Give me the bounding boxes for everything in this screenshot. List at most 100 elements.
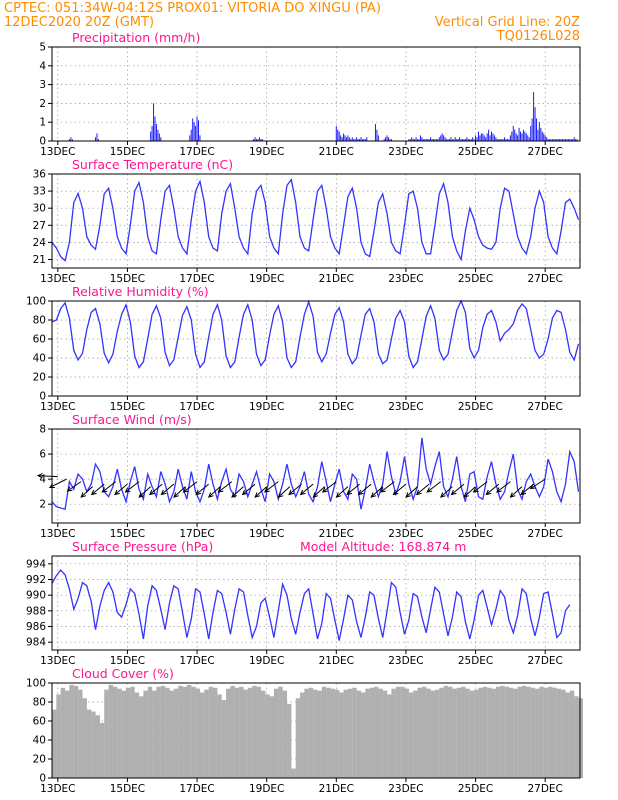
- x-tick-label: 19DEC: [249, 655, 284, 667]
- bar: [230, 685, 235, 778]
- x-tick-label: 15DEC: [110, 783, 145, 795]
- bar: [413, 690, 418, 778]
- wind-vector: [440, 486, 453, 498]
- wind-vector-shaft: [114, 483, 128, 495]
- y-tick-label: 2: [39, 499, 46, 511]
- bar: [377, 135, 379, 141]
- bar: [417, 139, 419, 141]
- bar: [485, 137, 487, 141]
- bar: [337, 129, 339, 141]
- bar: [543, 687, 549, 778]
- bar: [169, 690, 174, 778]
- bar: [78, 689, 83, 778]
- bar: [112, 686, 118, 778]
- wind-vector: [288, 483, 302, 496]
- bar: [291, 768, 296, 778]
- bar: [544, 135, 546, 141]
- bar: [383, 139, 385, 141]
- bar: [487, 687, 492, 778]
- y-tick-label: 4: [39, 60, 46, 72]
- x-tick-label: 15DEC: [110, 273, 145, 285]
- wind-vector-shaft: [288, 483, 302, 495]
- x-tick-label: 17DEC: [179, 273, 214, 285]
- wind-vector-shaft: [405, 486, 418, 498]
- bar: [538, 122, 540, 141]
- bar: [65, 690, 70, 778]
- bar: [178, 685, 183, 778]
- temperature-title: Surface Temperature (nC): [72, 157, 233, 172]
- wind-vector: [370, 486, 384, 498]
- bar: [261, 139, 263, 141]
- bar: [573, 137, 575, 141]
- bar: [253, 139, 255, 141]
- wind-title: Surface Wind (m/s): [72, 412, 192, 427]
- x-tick-label: 27DEC: [527, 273, 562, 285]
- bar: [569, 139, 571, 141]
- y-tick-label: 21: [33, 254, 46, 266]
- wind-vector-shaft: [370, 486, 384, 498]
- wind-vector-shaft: [496, 481, 511, 493]
- x-tick-label: 27DEC: [527, 783, 562, 795]
- bar: [221, 700, 227, 778]
- bar: [335, 125, 337, 141]
- wind-vector-head: [335, 492, 342, 498]
- wind-vector-shaft: [322, 481, 337, 493]
- wind-vector: [405, 486, 418, 498]
- bar: [356, 690, 362, 778]
- wind-vector-shaft: [358, 483, 372, 495]
- bar: [160, 137, 162, 141]
- wind-vector-shaft: [125, 481, 140, 493]
- bar: [339, 692, 344, 778]
- bar: [578, 698, 583, 778]
- bar: [414, 139, 416, 141]
- x-tick-label: 27DEC: [527, 655, 562, 667]
- bar: [460, 139, 462, 141]
- wind-vector: [207, 486, 221, 498]
- bar: [432, 139, 435, 141]
- wind-vector: [231, 486, 244, 498]
- x-tick-label: 25DEC: [458, 528, 493, 540]
- y-tick-label: 20: [33, 372, 46, 384]
- bar: [495, 137, 497, 141]
- bar: [488, 129, 490, 141]
- bar: [533, 92, 535, 141]
- bar: [465, 688, 470, 778]
- bar: [511, 131, 513, 141]
- bar: [505, 139, 507, 141]
- wind-vector: [392, 483, 407, 496]
- y-tick-label: 4: [39, 474, 46, 486]
- wind-vector: [472, 481, 488, 493]
- bar: [125, 687, 131, 778]
- bar: [254, 137, 256, 141]
- bar: [435, 139, 437, 141]
- bar: [469, 139, 471, 141]
- bar: [461, 686, 466, 778]
- bar: [439, 687, 444, 778]
- wind-vector-shaft: [300, 483, 314, 495]
- bar: [549, 139, 551, 141]
- bar: [121, 690, 127, 778]
- bar: [139, 696, 144, 778]
- header-model-id: TQ0126L028: [496, 29, 580, 44]
- x-tick-label: 25DEC: [458, 146, 493, 158]
- wind-vector-shaft: [242, 483, 256, 495]
- bar: [343, 689, 348, 778]
- x-tick-label: 13DEC: [40, 783, 75, 795]
- wind-vector: [114, 483, 128, 496]
- bar: [226, 688, 231, 778]
- bar: [431, 139, 433, 141]
- x-tick-label: 23DEC: [388, 528, 423, 540]
- panel-frame: [51, 682, 581, 779]
- bar: [99, 722, 105, 778]
- bar: [448, 686, 453, 778]
- wind-vector-head: [101, 487, 108, 493]
- bar: [506, 139, 508, 141]
- bar: [192, 118, 194, 141]
- bar: [340, 135, 342, 141]
- x-tick-label: 25DEC: [458, 401, 493, 413]
- bar: [450, 137, 452, 141]
- bar: [493, 135, 495, 141]
- wind-vector: [496, 481, 511, 493]
- series-line: [51, 569, 571, 641]
- bar: [155, 124, 157, 141]
